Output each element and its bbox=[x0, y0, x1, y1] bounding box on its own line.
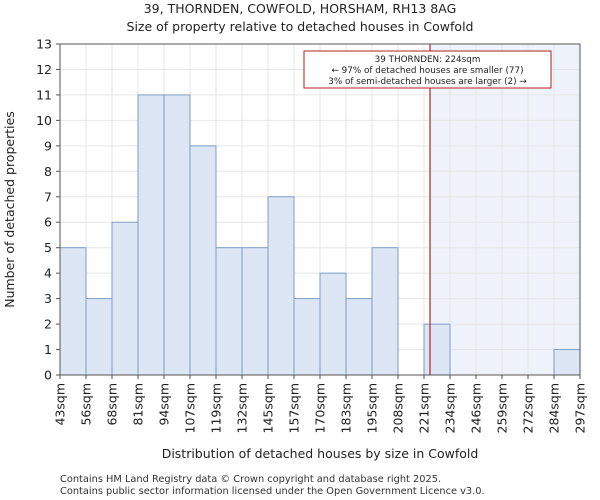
bar-284sqm bbox=[553, 349, 581, 376]
x-tick-label: 221sqm bbox=[417, 383, 432, 433]
x-tick-label: 81sqm bbox=[131, 383, 146, 426]
y-tick-label: 8 bbox=[44, 164, 52, 179]
bar-145sqm bbox=[267, 196, 295, 376]
y-tick-label: 6 bbox=[44, 215, 52, 230]
x-tick-label: 56sqm bbox=[79, 383, 94, 426]
bars bbox=[59, 94, 581, 376]
y-tick-label: 7 bbox=[44, 189, 52, 204]
x-tick-label: 246sqm bbox=[469, 383, 484, 433]
footer-line-1: Contains HM Land Registry data © Crown c… bbox=[60, 474, 441, 485]
x-tick-label: 208sqm bbox=[391, 383, 406, 433]
annotation-box bbox=[303, 50, 552, 89]
bar-221sqm bbox=[423, 323, 451, 376]
x-tick-label: 68sqm bbox=[105, 383, 120, 426]
x-tick-label: 272sqm bbox=[521, 383, 536, 433]
y-tick-label: 4 bbox=[44, 266, 52, 281]
bar-119sqm bbox=[215, 247, 243, 376]
chart-title: 39, THORNDEN, COWFOLD, HORSHAM, RH13 8AG bbox=[144, 1, 457, 16]
x-axis: 43sqm 56sqm 68sqm 81sqm 94sqm 107sqm 119sqm 132… bbox=[53, 375, 588, 433]
bar-68sqm bbox=[111, 221, 139, 376]
x-tick-label: 119sqm bbox=[209, 383, 224, 433]
x-tick-label: 94sqm bbox=[157, 383, 172, 426]
larger-properties-region bbox=[430, 44, 580, 375]
bar-107sqm bbox=[189, 145, 217, 376]
x-tick-label: 107sqm bbox=[183, 383, 198, 433]
x-tick-label: 234sqm bbox=[443, 383, 458, 433]
y-tick-label: 0 bbox=[44, 368, 52, 383]
x-tick-label: 145sqm bbox=[261, 383, 276, 433]
chart-subtitle: Size of property relative to detached ho… bbox=[127, 19, 474, 34]
annotation-line-3: 3% of semi-detached houses are larger (2… bbox=[328, 77, 527, 87]
y-tick-label: 10 bbox=[36, 113, 52, 128]
y-tick-label: 5 bbox=[44, 240, 52, 255]
y-tick-label: 9 bbox=[44, 138, 52, 153]
y-axis-label: Number of detached properties bbox=[2, 111, 17, 308]
bar-43sqm bbox=[59, 247, 87, 376]
bar-170sqm bbox=[319, 272, 347, 376]
y-tick-label: 13 bbox=[36, 37, 52, 52]
x-tick-label: 183sqm bbox=[339, 383, 354, 433]
y-tick-label: 12 bbox=[36, 62, 52, 77]
x-axis-label: Distribution of detached houses by size … bbox=[162, 446, 479, 461]
x-tick-label: 43sqm bbox=[53, 383, 68, 426]
footer-line-2: Contains public sector information licen… bbox=[60, 486, 485, 497]
y-tick-label: 2 bbox=[44, 317, 52, 332]
y-tick-label: 11 bbox=[36, 87, 52, 102]
bar-94sqm bbox=[163, 94, 191, 376]
y-tick-label: 1 bbox=[44, 342, 52, 357]
bar-132sqm bbox=[241, 247, 269, 376]
x-tick-label: 284sqm bbox=[547, 383, 562, 433]
bar-183sqm bbox=[345, 298, 373, 376]
annotation-line-1: 39 THORNDEN: 224sqm bbox=[375, 55, 481, 65]
x-tick-label: 132sqm bbox=[235, 383, 250, 433]
annotation-line-2: ← 97% of detached houses are smaller (77… bbox=[331, 66, 523, 76]
x-tick-label: 157sqm bbox=[287, 383, 302, 433]
y-tick-label: 3 bbox=[44, 291, 52, 306]
bar-81sqm bbox=[137, 94, 165, 376]
x-tick-label: 297sqm bbox=[573, 383, 588, 433]
bar-56sqm bbox=[85, 298, 113, 376]
x-tick-label: 259sqm bbox=[495, 383, 510, 433]
bar-157sqm bbox=[293, 298, 321, 376]
bar-195sqm bbox=[371, 247, 399, 376]
x-tick-label: 195sqm bbox=[365, 383, 380, 433]
x-tick-label: 170sqm bbox=[313, 383, 328, 433]
